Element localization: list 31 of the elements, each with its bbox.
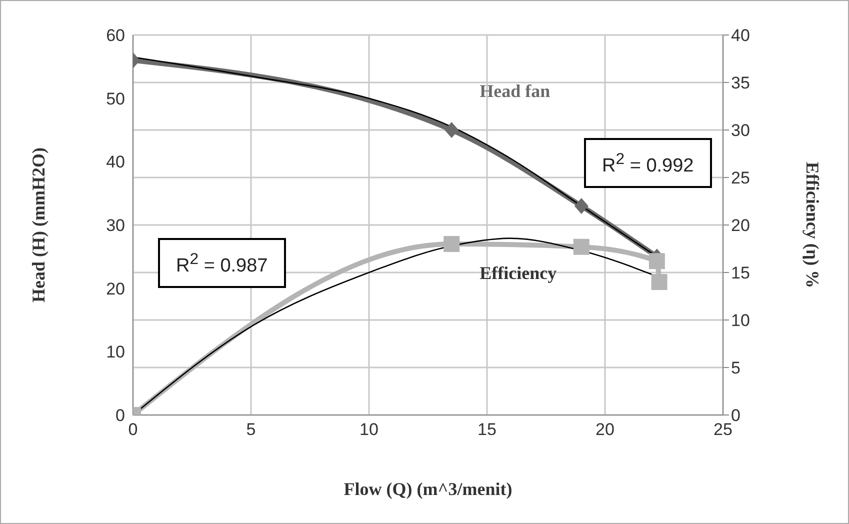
y-axis-title: Head (H) (mmH2O)	[28, 148, 48, 302]
y2-tick-label: 35	[731, 74, 750, 93]
y2-tick-label: 20	[731, 216, 750, 236]
x-tick-label: 10	[360, 420, 378, 440]
y-tick-label: 0	[116, 406, 125, 426]
y-tick-label: 50	[106, 89, 125, 108]
y-tick-label: 40	[106, 152, 125, 172]
y2-tick-label: 30	[731, 121, 750, 140]
y-tick-label: 10	[106, 342, 125, 362]
series-label: Head fan	[480, 81, 550, 101]
y2-tick-label: 10	[731, 311, 750, 330]
y-tick-label: 30	[106, 216, 125, 236]
y2-tick-label: 5	[731, 358, 740, 378]
y2-axis-title: Efficiency (η) %	[802, 162, 823, 288]
series-label: Efficiency	[480, 263, 557, 283]
y2-tick-label: 15	[731, 264, 750, 283]
x-tick-label: 25	[714, 420, 732, 440]
point	[444, 122, 459, 138]
y2-tick-label: 0	[731, 406, 740, 426]
annotation: R$^{2}$ = 0.992	[584, 138, 712, 188]
x-axis-title: Flow (Q) (m^3/menit)	[344, 479, 512, 499]
y-tick-label: 60	[106, 26, 125, 46]
y2-tick-label: 40	[731, 26, 750, 46]
point	[574, 198, 588, 214]
x-tick-label: 0	[128, 420, 138, 440]
y2-tick-label: 25	[731, 168, 750, 188]
x-tick-label: 5	[246, 420, 256, 440]
y-tick-label: 20	[106, 279, 125, 298]
x-tick-label: 20	[596, 420, 614, 440]
annotation: R$^{2}$ = 0.987	[158, 238, 286, 288]
x-tick-label: 15	[478, 420, 496, 440]
